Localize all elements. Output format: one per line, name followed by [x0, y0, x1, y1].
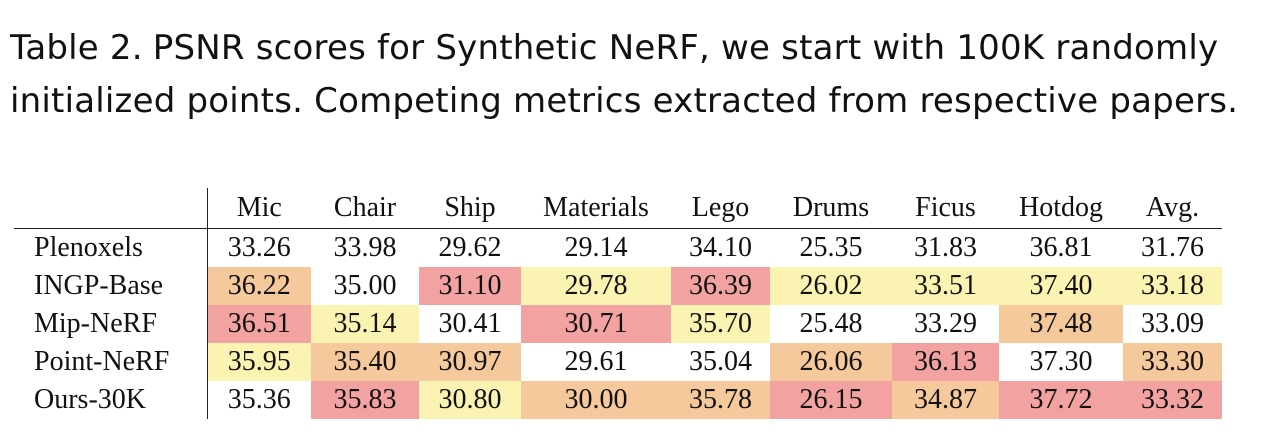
method-name: Ours-30K: [14, 381, 208, 419]
psnr-cell: 30.97: [419, 343, 521, 381]
method-name: Mip-NeRF: [14, 305, 208, 343]
psnr-cell: 36.39: [671, 267, 770, 305]
column-header: Ficus: [915, 192, 976, 223]
table-row: Point-NeRF 35.95 35.40 30.97 29.61 35.04 26.06…: [14, 343, 1222, 381]
psnr-cell: 35.36: [227, 384, 291, 415]
psnr-cell: 30.80: [419, 381, 521, 419]
table-body: Plenoxels 33.26 33.98 29.62 29.14 34.10 25.35 3…: [14, 228, 1222, 419]
column-header: Ship: [444, 192, 496, 223]
psnr-cell: 33.18: [1123, 267, 1222, 305]
psnr-results-table: Mic Chair Ship Materials Lego Drums Ficu…: [14, 188, 1222, 419]
column-header: Hotdog: [1019, 192, 1103, 223]
psnr-cell: 34.10: [689, 232, 752, 263]
psnr-cell: 35.83: [311, 381, 419, 419]
psnr-cell: 35.78: [671, 381, 770, 419]
caption-text: PSNR scores for Synthetic NeRF, we start…: [10, 28, 1239, 121]
caption-label: Table 2.: [10, 28, 143, 68]
psnr-cell: 37.30: [1029, 346, 1093, 377]
psnr-cell: 35.40: [311, 343, 419, 381]
psnr-cell: 26.02: [770, 267, 892, 305]
psnr-cell: 26.15: [770, 381, 892, 419]
psnr-cell: 30.00: [521, 381, 671, 419]
method-name: Point-NeRF: [14, 343, 208, 381]
method-name: Plenoxels: [14, 228, 208, 267]
psnr-cell: 30.71: [521, 305, 671, 343]
psnr-cell: 35.70: [671, 305, 770, 343]
psnr-cell: 31.10: [419, 267, 521, 305]
table-row: Mip-NeRF 36.51 35.14 30.41 30.71 35.70 25.48 33…: [14, 305, 1222, 343]
psnr-cell: 25.35: [799, 232, 863, 263]
psnr-cell: 33.29: [914, 308, 977, 339]
table-row: Ours-30K 35.36 35.83 30.80 30.00 35.78 26.15 34…: [14, 381, 1222, 419]
psnr-cell: 34.87: [892, 381, 999, 419]
psnr-cell: 33.51: [892, 267, 999, 305]
psnr-cell: 35.04: [689, 346, 752, 377]
psnr-cell: 35.95: [207, 343, 311, 381]
psnr-cell: 29.61: [564, 346, 628, 377]
table-row: Plenoxels 33.26 33.98 29.62 29.14 34.10 25.35 3…: [14, 228, 1222, 267]
psnr-cell: 36.51: [207, 305, 311, 343]
column-header: Mic: [236, 192, 282, 223]
psnr-cell: 36.13: [892, 343, 999, 381]
column-header: Materials: [543, 192, 649, 223]
psnr-cell: 25.48: [799, 308, 863, 339]
column-header: Avg.: [1145, 192, 1200, 223]
psnr-cell: 35.00: [333, 270, 397, 301]
psnr-cell: 26.06: [770, 343, 892, 381]
psnr-cell: 37.40: [999, 267, 1123, 305]
psnr-cell: 36.22: [207, 267, 311, 305]
psnr-cell: 31.76: [1141, 232, 1204, 263]
psnr-cell: 37.72: [999, 381, 1123, 419]
psnr-cell: 37.48: [999, 305, 1123, 343]
psnr-cell: 36.81: [1029, 232, 1093, 263]
column-header: Lego: [691, 192, 750, 223]
table-row: INGP-Base 36.22 35.00 31.10 29.78 36.39 26.02 3…: [14, 267, 1222, 305]
column-header: Drums: [792, 192, 870, 223]
table-header-row: Mic Chair Ship Materials Lego Drums Ficu…: [14, 188, 1222, 229]
psnr-cell: 30.41: [438, 308, 502, 339]
psnr-cell: 29.78: [521, 267, 671, 305]
table-caption: Table 2. PSNR scores for Synthetic NeRF, …: [10, 22, 1260, 128]
psnr-cell: 33.32: [1123, 381, 1222, 419]
psnr-cell: 35.14: [311, 305, 419, 343]
psnr-cell: 33.30: [1123, 343, 1222, 381]
psnr-cell: 31.83: [914, 232, 977, 263]
psnr-cell: 29.62: [438, 232, 502, 263]
psnr-cell: 33.09: [1141, 308, 1204, 339]
psnr-cell: 33.26: [227, 232, 291, 263]
psnr-cell: 29.14: [564, 232, 628, 263]
psnr-cell: 33.98: [333, 232, 397, 263]
column-header: Chair: [333, 192, 397, 223]
method-name: INGP-Base: [14, 267, 208, 305]
corner-cell: [14, 188, 208, 229]
